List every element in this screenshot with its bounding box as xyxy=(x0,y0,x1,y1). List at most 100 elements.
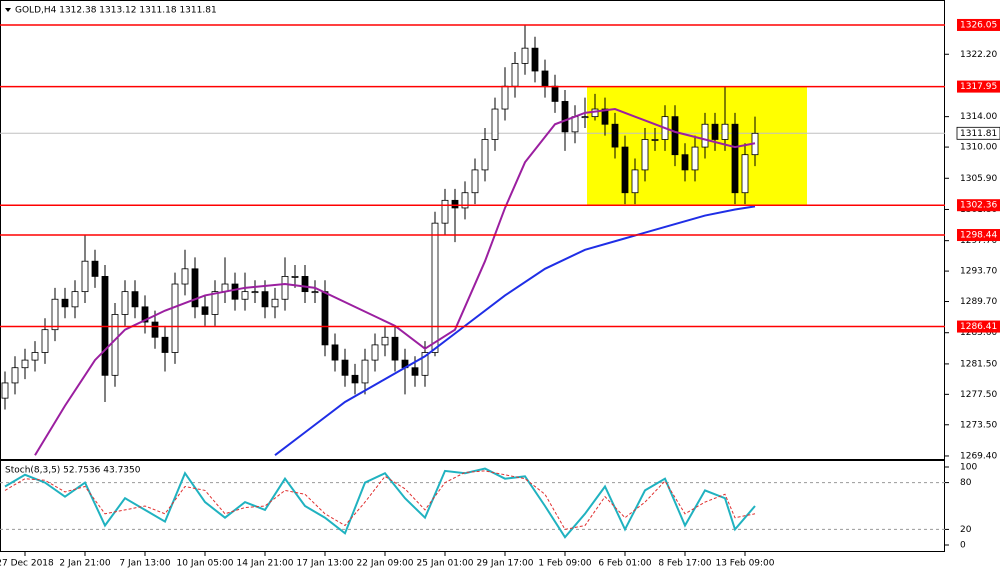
candle-body xyxy=(151,321,159,338)
candle-body xyxy=(501,85,509,110)
candle-body xyxy=(541,70,549,87)
candle-body xyxy=(621,146,629,194)
level-label-box xyxy=(957,320,1000,333)
candle-body xyxy=(281,276,289,300)
level-label-box xyxy=(957,229,1000,242)
candle-body xyxy=(111,314,119,376)
candle-body xyxy=(531,47,539,72)
y-tick-label: 1273.50 xyxy=(960,420,997,430)
candle-body xyxy=(351,374,359,384)
candle-body xyxy=(361,359,369,384)
candle-body xyxy=(721,123,729,140)
y-tick-label: 20 xyxy=(960,525,972,535)
x-tick-label: 8 Feb 17:00 xyxy=(658,559,712,569)
candle-body xyxy=(311,291,319,294)
x-tick-label: 7 Jan 13:00 xyxy=(119,559,171,569)
candle-body xyxy=(371,344,379,361)
menu-arrow xyxy=(5,8,11,12)
candle-body xyxy=(131,291,139,308)
candle-body xyxy=(681,154,689,171)
candle-body xyxy=(521,47,529,64)
candle-body xyxy=(631,169,639,194)
highlight-box xyxy=(587,86,807,206)
candle-body xyxy=(71,291,79,308)
candle-body xyxy=(161,336,169,353)
candle-body xyxy=(301,276,309,293)
y-tick-label: 1297.70 xyxy=(960,236,997,246)
level-label: 1326.05 xyxy=(960,20,997,30)
candle-body xyxy=(171,283,179,353)
candle-body xyxy=(461,192,469,209)
candle-body xyxy=(571,116,579,133)
x-tick-label: 17 Jan 13:00 xyxy=(297,559,354,569)
candle-body xyxy=(1,382,9,399)
x-tick-label: 25 Jan 01:00 xyxy=(417,559,474,569)
y-tick-label: 1310.00 xyxy=(960,143,997,153)
x-tick-label: 27 Dec 2018 xyxy=(0,559,54,569)
candle-body xyxy=(61,298,69,308)
current-price-label: 1311.81 xyxy=(960,129,997,139)
candle-body xyxy=(191,268,199,308)
candle-body xyxy=(411,367,419,376)
chart-title: GOLD,H4 1312.38 1313.12 1311.18 1311.81 xyxy=(15,6,217,16)
level-label: 1286.41 xyxy=(960,322,997,332)
candle-body xyxy=(651,139,659,141)
candle-body xyxy=(391,336,399,361)
candle-body xyxy=(51,298,59,331)
candle-body xyxy=(711,123,719,140)
candle-body xyxy=(381,336,389,346)
x-tick-label: 2 Jan 21:00 xyxy=(59,559,111,569)
level-label-box xyxy=(957,199,1000,212)
candle-body xyxy=(331,344,339,361)
indicator-line xyxy=(34,108,756,456)
candle-body xyxy=(441,199,449,224)
indicator-line xyxy=(4,470,756,530)
candle-body xyxy=(271,298,279,308)
candle-body xyxy=(601,108,609,125)
level-label: 1317.95 xyxy=(960,82,997,92)
candle-body xyxy=(511,62,519,87)
y-tick-label: 1285.60 xyxy=(960,328,997,338)
candle-body xyxy=(611,123,619,148)
x-tick-label: 6 Feb 01:00 xyxy=(598,559,652,569)
candle-body xyxy=(451,199,459,209)
y-tick-label: 1277.50 xyxy=(960,390,997,400)
x-tick-label: 14 Jan 21:00 xyxy=(237,559,294,569)
x-tick-label: 13 Feb 09:00 xyxy=(715,559,774,569)
candle-body xyxy=(81,260,89,293)
y-tick-label: 0 xyxy=(960,541,966,551)
candle-body xyxy=(701,123,709,148)
candle-body xyxy=(91,260,99,277)
y-tick-label: 1322.20 xyxy=(960,50,997,60)
y-tick-label: 1289.70 xyxy=(960,297,997,307)
y-tick-label: 1293.70 xyxy=(960,267,997,277)
x-tick-label: 1 Feb 09:00 xyxy=(538,559,592,569)
y-tick-label: 100 xyxy=(960,462,977,472)
x-tick-label: 10 Jan 05:00 xyxy=(177,559,234,569)
candle-body xyxy=(291,276,299,278)
candle-body xyxy=(691,146,699,171)
indicator-line xyxy=(274,205,756,457)
stoch-title: Stoch(8,3,5) 52.7536 43.7350 xyxy=(5,466,141,476)
candle-body xyxy=(231,283,239,300)
candle-body xyxy=(181,268,189,285)
candle-body xyxy=(251,291,259,294)
candle-body xyxy=(741,154,749,194)
candle-body xyxy=(241,291,249,300)
candle-body xyxy=(551,85,559,102)
current-price-box xyxy=(956,126,1000,140)
candle-body xyxy=(21,359,29,369)
candle-body xyxy=(491,108,499,140)
y-tick-label: 1269.40 xyxy=(960,451,997,461)
level-label-box xyxy=(957,80,1000,93)
candle-body xyxy=(261,291,269,308)
x-tick-label: 29 Jan 17:00 xyxy=(477,559,534,569)
candle-body xyxy=(211,291,219,315)
candle-body xyxy=(341,359,349,376)
level-label: 1298.44 xyxy=(960,231,997,241)
level-label: 1302.36 xyxy=(960,201,997,211)
y-tick-label: 1314.00 xyxy=(960,112,997,122)
indicator-line xyxy=(4,467,756,539)
candle-body xyxy=(581,116,589,119)
